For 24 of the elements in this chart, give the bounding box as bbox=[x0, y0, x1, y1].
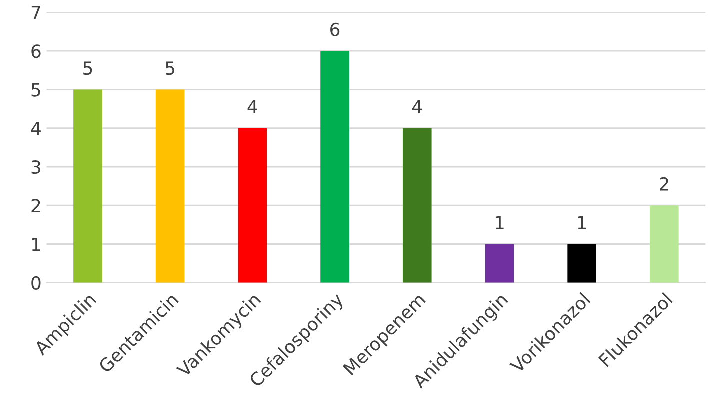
data-label: 4 bbox=[412, 100, 422, 114]
y-tick-label: 5 bbox=[32, 83, 40, 97]
data-label: 5 bbox=[84, 62, 92, 76]
y-tick-label: 1 bbox=[32, 238, 40, 252]
data-label: 5 bbox=[166, 62, 174, 76]
y-tick-label: 4 bbox=[31, 122, 41, 136]
bar bbox=[650, 206, 679, 283]
bar bbox=[238, 128, 268, 283]
data-label: 1 bbox=[578, 216, 586, 230]
data-label: 1 bbox=[496, 216, 504, 230]
bar bbox=[485, 244, 514, 283]
y-tick-label: 2 bbox=[32, 199, 40, 212]
data-label: 6 bbox=[330, 22, 340, 36]
data-label: 4 bbox=[248, 100, 258, 114]
bar bbox=[320, 51, 350, 283]
y-tick-label: 7 bbox=[32, 6, 40, 20]
y-tick-label: 3 bbox=[32, 160, 40, 174]
bar bbox=[402, 128, 432, 283]
bar bbox=[568, 244, 596, 283]
y-tick-label: 6 bbox=[32, 44, 41, 58]
y-tick-label: 0 bbox=[32, 276, 41, 290]
data-label: 2 bbox=[660, 177, 668, 191]
bar bbox=[74, 90, 102, 283]
bar bbox=[156, 90, 185, 283]
